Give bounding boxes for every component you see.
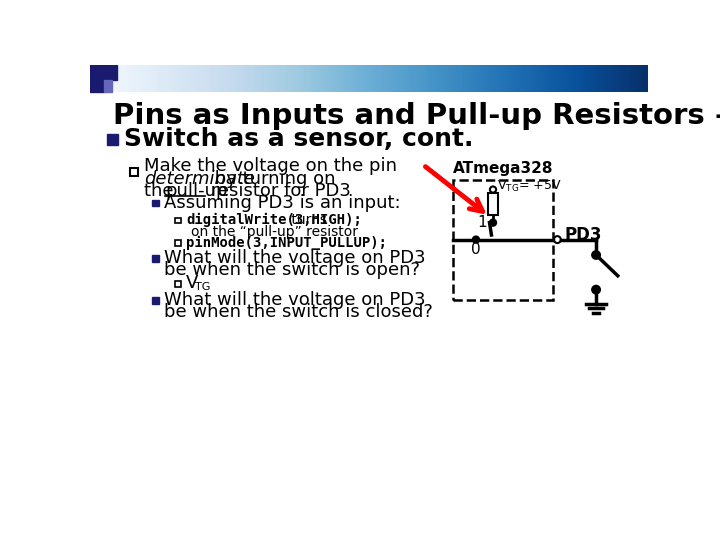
Text: Assuming PD3 is an input:: Assuming PD3 is an input: (164, 194, 401, 212)
Circle shape (490, 219, 497, 226)
Text: Make the voltage on the pin: Make the voltage on the pin (144, 158, 397, 176)
Text: ATmega328: ATmega328 (453, 161, 554, 177)
Text: What will the voltage on PD3: What will the voltage on PD3 (164, 249, 426, 267)
Text: 0: 0 (471, 242, 481, 257)
Text: What will the voltage on PD3: What will the voltage on PD3 (164, 291, 426, 309)
Bar (90, 65, 117, 80)
Text: Pins as Inputs and Pull-up Resistors - 2: Pins as Inputs and Pull-up Resistors - 2 (113, 102, 720, 130)
Circle shape (592, 286, 600, 294)
Text: V: V (186, 274, 199, 293)
Bar (152, 200, 159, 206)
Circle shape (592, 251, 600, 259)
Text: pinMode(3,INPUT_PULLUP);: pinMode(3,INPUT_PULLUP); (186, 235, 387, 249)
Bar (104, 80, 112, 92)
Text: PD3: PD3 (564, 226, 602, 244)
Text: be when the switch is closed?: be when the switch is closed? (164, 303, 433, 321)
Bar (152, 255, 159, 262)
Text: turns: turns (287, 213, 327, 227)
Circle shape (472, 236, 480, 243)
Bar (130, 168, 138, 176)
Bar (175, 281, 181, 287)
Bar (175, 240, 181, 246)
Bar (107, 134, 118, 145)
Bar (453, 180, 554, 300)
Text: Switch as a sensor, cont.: Switch as a sensor, cont. (124, 127, 474, 152)
Text: $\mathregular{V_{TG}}$= +5V: $\mathregular{V_{TG}}$= +5V (497, 179, 562, 194)
Text: determinate: determinate (144, 170, 256, 188)
Bar (152, 296, 159, 303)
Text: on the “pull-up” resistor: on the “pull-up” resistor (191, 225, 358, 239)
Text: digitalWrite(3,HIGH);: digitalWrite(3,HIGH); (186, 213, 362, 227)
Text: by turning on: by turning on (210, 170, 336, 188)
Bar (175, 218, 181, 224)
Text: be when the switch is open?: be when the switch is open? (164, 261, 420, 279)
Bar (90, 65, 104, 92)
Bar (488, 193, 498, 215)
Text: TG: TG (194, 282, 210, 292)
Text: the: the (144, 182, 179, 200)
Text: pull-up: pull-up (165, 182, 228, 200)
Text: resistor for PD3: resistor for PD3 (204, 182, 351, 200)
Text: 1: 1 (477, 215, 487, 230)
